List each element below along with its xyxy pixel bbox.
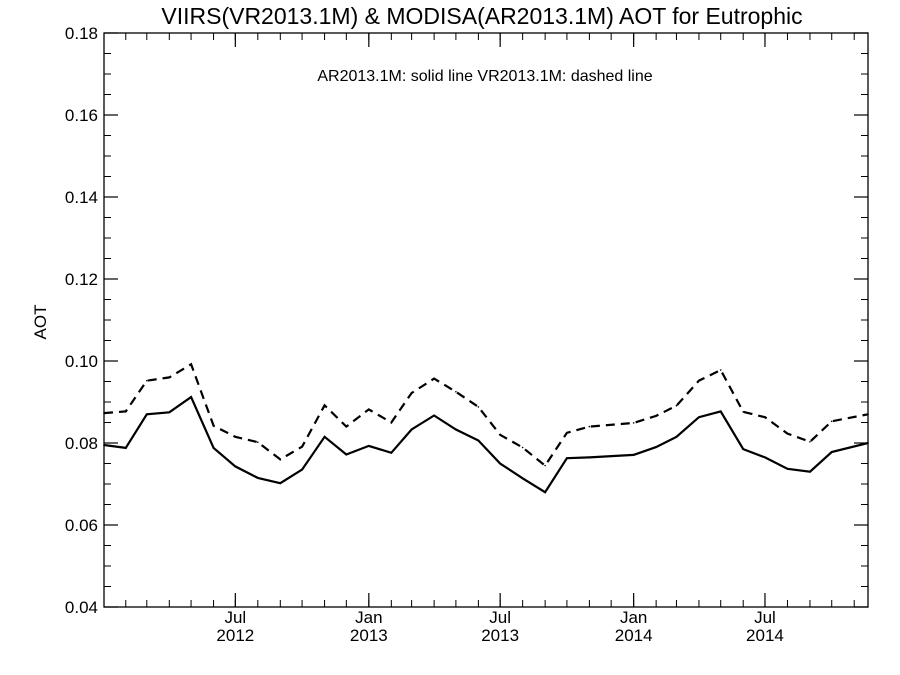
- x-tick-year-label: 2013: [350, 626, 388, 645]
- series-point: [867, 442, 869, 444]
- series-point: [809, 470, 811, 473]
- series-point: [566, 431, 568, 434]
- series-point: [655, 446, 657, 448]
- plot-frame: [103, 32, 869, 608]
- y-tick-label: 0.12: [65, 270, 98, 289]
- series-point: [830, 420, 833, 423]
- series-point: [867, 413, 869, 416]
- series-point: [103, 444, 105, 446]
- series-point: [190, 363, 192, 366]
- series-point: [544, 491, 546, 494]
- series-point: [632, 422, 635, 424]
- axis-ticks: 0.040.060.080.100.120.140.160.18Jul2012J…: [65, 24, 868, 645]
- series-point: [521, 477, 524, 480]
- x-tick-month-label: Jan: [620, 608, 647, 627]
- series-point: [433, 377, 435, 380]
- series-point: [655, 415, 657, 417]
- series-point: [477, 439, 480, 442]
- x-tick-year-label: 2012: [216, 626, 254, 645]
- series-line-solid: [103, 395, 869, 494]
- series-point: [168, 411, 171, 414]
- series-point: [455, 390, 457, 393]
- y-tick-label: 0.04: [65, 598, 98, 617]
- series-point: [390, 452, 393, 454]
- series-point: [433, 414, 435, 417]
- x-tick-year-label: 2013: [481, 626, 519, 645]
- series-point: [368, 408, 370, 411]
- series-point: [632, 454, 635, 456]
- series-point: [190, 396, 192, 398]
- series-point: [764, 416, 766, 418]
- series-point: [544, 464, 546, 467]
- series-point: [809, 440, 811, 443]
- series-point: [301, 445, 303, 448]
- series-point: [742, 448, 745, 450]
- series-point: [499, 462, 501, 465]
- series-point: [103, 412, 105, 414]
- series-point: [279, 458, 282, 461]
- series-point: [742, 411, 745, 413]
- series-point: [455, 428, 457, 431]
- series-point: [345, 453, 348, 456]
- series-point: [257, 477, 259, 479]
- series-point: [477, 406, 480, 408]
- series-point: [719, 410, 722, 413]
- x-tick-year-label: 2014: [615, 626, 653, 645]
- series-point: [212, 424, 215, 427]
- series-point: [345, 425, 348, 428]
- series-point: [124, 410, 127, 413]
- series-point: [279, 482, 282, 484]
- series-point: [368, 445, 370, 447]
- series-point: [588, 456, 591, 459]
- series-point: [234, 465, 237, 468]
- series-point: [146, 379, 148, 382]
- series-point: [698, 379, 700, 382]
- y-axis-label: AOT: [31, 305, 50, 340]
- x-tick-year-label: 2014: [746, 626, 784, 645]
- y-tick-label: 0.14: [65, 188, 98, 207]
- series-point: [146, 413, 148, 416]
- x-tick-month-label: Jul: [489, 608, 511, 627]
- series-point: [786, 468, 789, 470]
- line-style-annotation: AR2013.1M: solid line VR2013.1M: dashed …: [317, 68, 652, 85]
- series-point: [830, 451, 833, 453]
- series-point: [499, 434, 501, 436]
- series-point: [301, 468, 303, 471]
- y-tick-label: 0.10: [65, 352, 98, 371]
- x-tick-month-label: Jan: [355, 608, 382, 627]
- x-tick-month-label: Jul: [224, 608, 246, 627]
- series-point: [698, 416, 700, 418]
- series-point: [786, 432, 789, 435]
- series-point: [124, 447, 127, 449]
- series-point: [764, 456, 766, 459]
- chart-title: VIIRS(VR2013.1M) & MODISA(AR2013.1M) AOT…: [161, 3, 802, 29]
- series-point: [675, 436, 678, 438]
- series-point: [410, 428, 413, 431]
- series-point: [675, 404, 678, 407]
- series-point: [212, 447, 215, 449]
- series-point: [566, 457, 568, 459]
- series-point: [588, 425, 591, 428]
- y-tick-label: 0.16: [65, 106, 98, 125]
- series-point: [257, 441, 259, 443]
- series-point: [323, 436, 326, 438]
- y-tick-label: 0.18: [65, 24, 98, 43]
- series-point: [719, 369, 722, 371]
- series-point: [323, 404, 326, 407]
- x-tick-month-label: Jul: [754, 608, 776, 627]
- y-tick-label: 0.06: [65, 516, 98, 535]
- series-point: [521, 446, 524, 449]
- series-layer: [103, 362, 869, 494]
- series-point: [390, 421, 393, 424]
- y-tick-label: 0.08: [65, 434, 98, 453]
- series-line-dashed: [103, 362, 869, 468]
- series-point: [410, 392, 413, 394]
- series-point: [168, 376, 171, 379]
- series-point: [234, 436, 237, 438]
